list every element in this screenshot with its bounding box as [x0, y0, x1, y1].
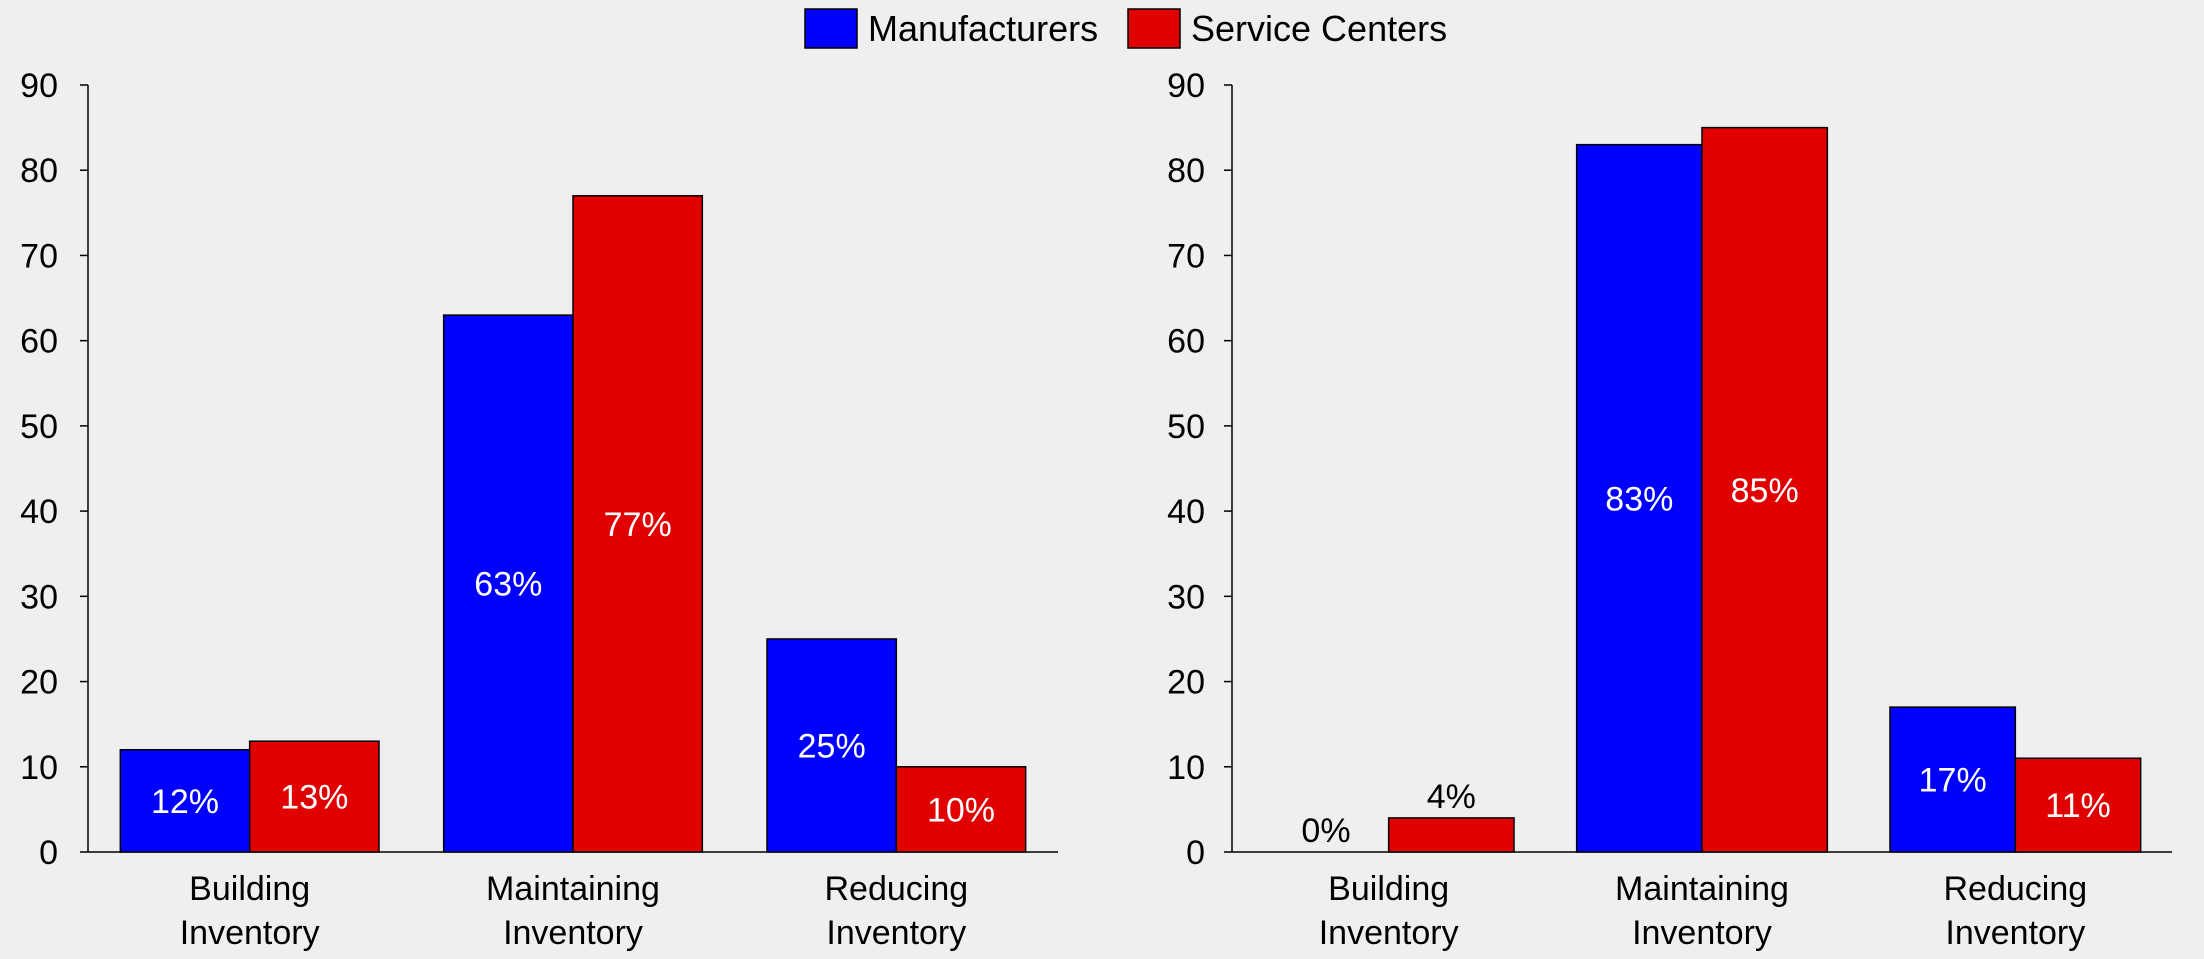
y-tick-label: 50 [1167, 408, 1205, 446]
legend-swatch-1 [1127, 8, 1181, 49]
y-tick-label: 50 [20, 408, 58, 446]
x-tick-label: Maintaining [486, 870, 660, 908]
data-label: 63% [474, 566, 542, 604]
y-tick-label: 60 [20, 323, 58, 361]
bar-manufacturers [766, 638, 898, 853]
x-tick-label: Building [1328, 870, 1449, 908]
data-label: 83% [1605, 480, 1673, 518]
x-tick-label: Inventory [503, 914, 643, 952]
y-tick-label: 10 [20, 749, 58, 787]
x-tick-label: Maintaining [1615, 870, 1789, 908]
y-tick-label: 20 [20, 664, 58, 702]
data-label: 77% [604, 506, 672, 544]
legend-swatch-0 [804, 8, 858, 49]
chart-panel-2: 0 10 20 30 40 50 60 70 80 90 Building Inventory 0% 4%… [1167, 67, 2172, 952]
y-tick-label: 40 [1167, 493, 1205, 531]
legend-label-0: Manufacturers [868, 8, 1098, 49]
data-label: 0% [1301, 812, 1350, 850]
x-tick-label: Inventory [180, 914, 320, 952]
y-tick-label: 90 [1167, 67, 1205, 105]
bar-service-centers [1701, 126, 1829, 853]
data-label: 85% [1731, 472, 1799, 510]
bar-manufacturers [1575, 143, 1703, 853]
x-tick-label: Inventory [826, 914, 966, 952]
legend-label-1: Service Centers [1191, 8, 1447, 49]
data-label: 25% [798, 727, 866, 765]
y-tick-label: 70 [20, 237, 58, 275]
x-tick-label: Inventory [1632, 914, 1772, 952]
y-tick-label: 60 [1167, 323, 1205, 361]
bar-service-centers [572, 195, 704, 853]
x-tick-label: Reducing [825, 870, 969, 908]
y-tick-label: 20 [1167, 664, 1205, 702]
x-tick-label: Reducing [1944, 870, 2088, 908]
bar-service-centers [2014, 757, 2142, 853]
y-tick-label: 70 [1167, 237, 1205, 275]
y-tick-label: 30 [20, 578, 58, 616]
data-label: 12% [151, 783, 219, 821]
data-label: 17% [1919, 762, 1987, 800]
data-label: 11% [2045, 787, 2111, 825]
bar-manufacturers [119, 748, 251, 853]
legend: Manufacturers Service Centers [804, 8, 1447, 49]
x-tick-label: Inventory [1319, 914, 1459, 952]
data-label: 10% [927, 791, 995, 829]
bar-service-centers [248, 740, 380, 853]
x-tick-label: Inventory [1945, 914, 2085, 952]
y-tick-label: 80 [1167, 152, 1205, 190]
y-tick-label: 0 [1186, 834, 1205, 872]
chart-panel-1: 0 10 20 30 40 50 60 70 80 90 Building Inventory 12% 1… [20, 67, 1058, 952]
y-tick-label: 90 [20, 67, 58, 105]
bar-manufacturers [1889, 706, 2017, 853]
y-tick-label: 40 [20, 493, 58, 531]
bar-manufacturers [442, 314, 574, 853]
bar-service-centers [1387, 817, 1515, 853]
bar-service-centers [895, 766, 1027, 853]
y-tick-label: 0 [39, 834, 58, 872]
y-tick-label: 10 [1167, 749, 1205, 787]
y-tick-label: 80 [20, 152, 58, 190]
data-label: 4% [1427, 778, 1476, 816]
data-label: 13% [280, 779, 348, 817]
x-tick-label: Building [189, 870, 310, 908]
y-tick-label: 30 [1167, 578, 1205, 616]
